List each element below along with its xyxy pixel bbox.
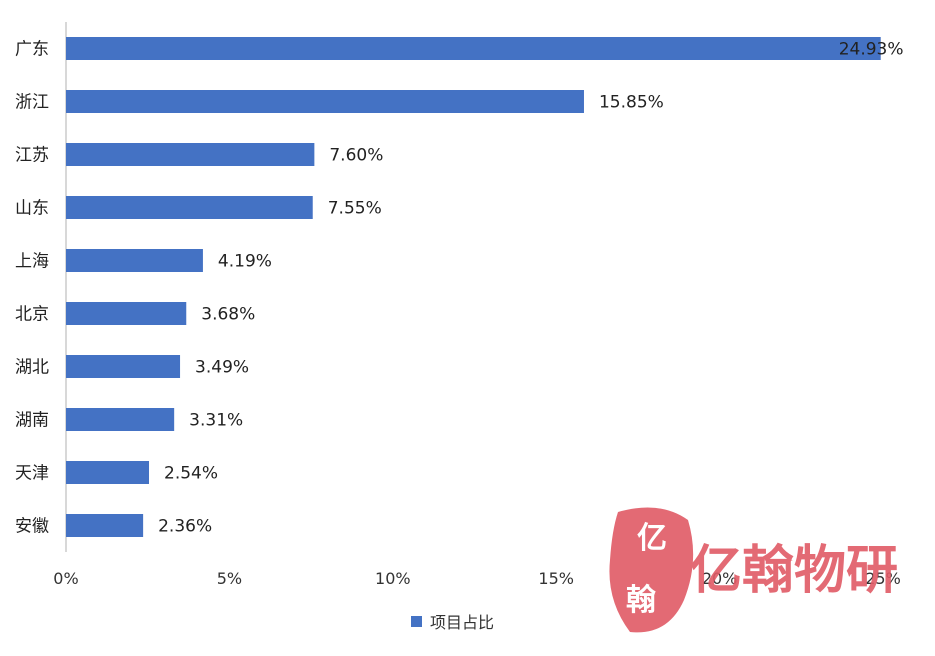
svg-text:翰: 翰 xyxy=(626,583,656,618)
watermark-text: 亿翰物研 xyxy=(690,541,898,601)
category-label-6: 湖北 xyxy=(15,358,49,378)
x-tick-label-3: 15% xyxy=(538,569,574,588)
value-label-9: 2.36% xyxy=(158,517,212,537)
value-label-5: 3.68% xyxy=(201,305,255,325)
bars-group xyxy=(66,37,881,537)
category-label-7: 湖南 xyxy=(15,411,49,431)
bar-8 xyxy=(66,461,150,484)
legend-swatch xyxy=(411,616,422,627)
category-label-2: 江苏 xyxy=(15,146,49,166)
x-tick-label-4: 20% xyxy=(702,569,738,588)
value-label-0: 24.93% xyxy=(839,40,904,60)
bar-7 xyxy=(66,408,175,431)
category-label-9: 安徽 xyxy=(15,517,49,537)
watermark-logo: 亿 翰 亿翰物研 xyxy=(609,507,898,633)
value-label-7: 3.31% xyxy=(189,411,243,431)
legend-label: 项目占比 xyxy=(430,613,494,632)
bar-1 xyxy=(66,90,584,113)
category-label-1: 浙江 xyxy=(15,93,49,113)
x-tick-label-0: 0% xyxy=(53,569,78,588)
category-label-5: 北京 xyxy=(15,305,49,325)
bar-3 xyxy=(66,196,313,219)
value-label-8: 2.54% xyxy=(164,464,218,484)
bar-2 xyxy=(66,143,315,166)
svg-text:亿: 亿 xyxy=(637,521,667,556)
value-labels-group: 24.93% 15.85% 7.60% 7.55% 4.19% 3.68% 3.49% 3.3… xyxy=(158,40,903,537)
category-label-8: 天津 xyxy=(15,464,49,484)
category-label-3: 山东 xyxy=(15,199,49,219)
x-tick-label-1: 5% xyxy=(217,569,242,588)
bar-9 xyxy=(66,514,144,537)
bar-0 xyxy=(66,37,881,60)
value-label-2: 7.60% xyxy=(329,146,383,166)
value-label-4: 4.19% xyxy=(218,252,272,272)
x-tick-labels-group: 0% 5% 10% 15% 20% 25% xyxy=(53,569,900,588)
bar-5 xyxy=(66,302,187,325)
legend: 项目占比 xyxy=(411,613,494,632)
bar-6 xyxy=(66,355,181,378)
bar-4 xyxy=(66,249,203,272)
value-label-3: 7.55% xyxy=(328,199,382,219)
x-tick-label-2: 10% xyxy=(375,569,411,588)
value-label-6: 3.49% xyxy=(195,358,249,378)
watermark-seal-icon xyxy=(609,507,694,633)
category-label-4: 上海 xyxy=(15,252,49,272)
x-tick-label-5: 25% xyxy=(865,569,901,588)
category-label-0: 广东 xyxy=(15,40,49,60)
value-label-1: 15.85% xyxy=(599,93,664,113)
